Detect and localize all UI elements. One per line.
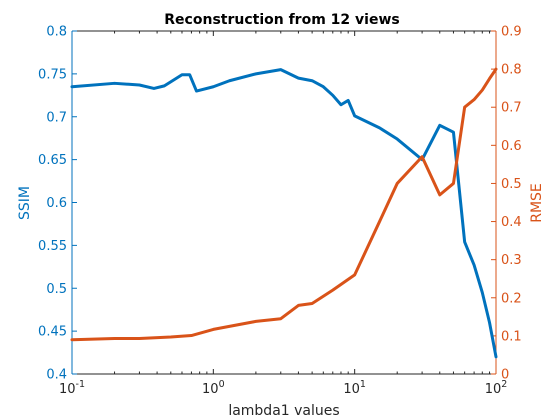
y-left-tick-label: 0.7	[46, 110, 67, 125]
series-layer	[70, 67, 498, 359]
y-left-tick-label: 0.8	[46, 25, 67, 40]
x-tick-base: 10	[202, 382, 219, 397]
x-tick-base: 10	[343, 382, 360, 397]
y-right-tick-label: 0.4	[501, 215, 522, 230]
y-left-tick-label: 0.4	[46, 368, 67, 383]
x-tick-exponent: 2	[501, 379, 507, 390]
x-tick-base: 10	[59, 382, 76, 397]
y-right-tick-label: 0.3	[501, 253, 522, 268]
y-left-tick-label: 0.65	[38, 153, 67, 168]
series-line-rmse	[70, 67, 498, 342]
x-tick-label: 102	[485, 379, 508, 397]
x-tick-exponent: 0	[219, 379, 225, 390]
x-tick-label: 100	[202, 379, 225, 397]
y-right-tick-label: 0	[501, 368, 509, 383]
y-left-tick-label: 0.45	[38, 325, 67, 340]
x-axis: 10-1 100 101 102	[59, 30, 508, 397]
y-right-tick-label: 0.9	[501, 25, 522, 40]
chart-title: Reconstruction from 12 views	[164, 12, 399, 28]
x-tick-label: 101	[343, 379, 366, 397]
x-tick-label: 10-1	[59, 379, 85, 397]
y-right-tick-label: 0.7	[501, 101, 522, 116]
y-axis-right: 0 0.1 0.2 0.3 0.4 0.5 0.6 0.7 0.8 0.9	[491, 25, 522, 383]
y-axis-left-label: SSIM	[17, 186, 33, 220]
x-tick-exponent: -1	[76, 379, 85, 390]
plot-area	[72, 31, 496, 374]
y-left-tick-label: 0.6	[46, 196, 67, 211]
y-right-tick-label: 0.1	[501, 329, 522, 344]
y-axis-left: 0.4 0.45 0.5 0.55 0.6 0.65 0.7 0.75 0.8	[38, 25, 77, 383]
y-axis-right-label: RMSE	[529, 183, 545, 223]
y-left-tick-label: 0.75	[38, 67, 67, 82]
x-tick-base: 10	[485, 382, 502, 397]
x-tick-exponent: 1	[360, 379, 366, 390]
y-left-tick-label: 0.55	[38, 239, 67, 254]
y-right-tick-label: 0.5	[501, 177, 522, 192]
y-left-tick-label: 0.5	[46, 282, 67, 297]
y-right-tick-label: 0.8	[501, 63, 522, 78]
x-axis-label: lambda1 values	[228, 403, 339, 419]
series-line-ssim	[70, 68, 498, 359]
y-right-tick-label: 0.2	[501, 291, 522, 306]
y-right-tick-label: 0.6	[501, 139, 522, 154]
